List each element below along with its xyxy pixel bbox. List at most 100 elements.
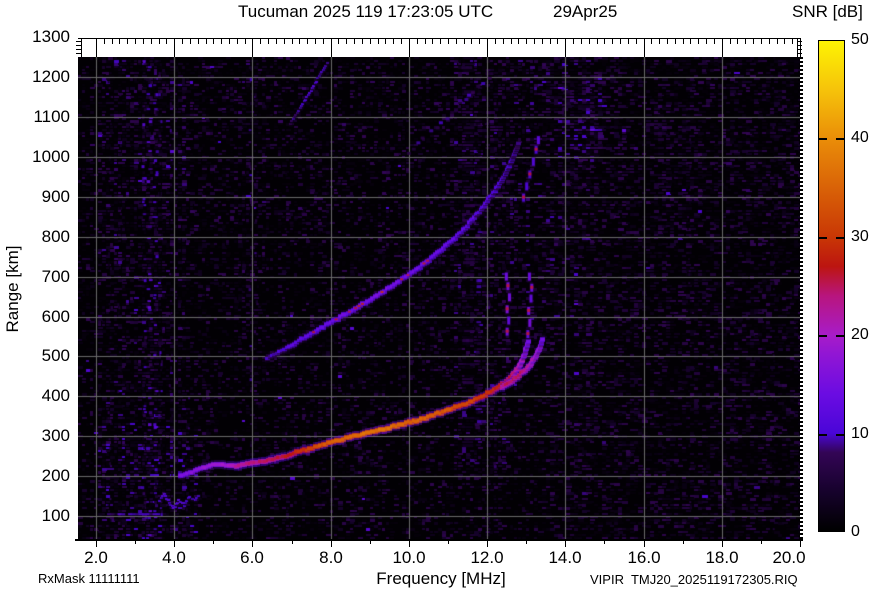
bottom-axis-major-tick bbox=[487, 541, 488, 547]
top-axis-minor-tick bbox=[292, 38, 293, 44]
bottom-axis-major-tick bbox=[644, 541, 645, 547]
top-axis-minor-tick bbox=[730, 38, 731, 44]
colorbar-tick bbox=[836, 138, 844, 140]
plot-title: Tucuman 2025 119 17:23:05 UTC bbox=[238, 2, 494, 21]
top-axis-minor-tick bbox=[417, 38, 418, 44]
x-axis-title: Frequency [MHz] bbox=[376, 569, 506, 588]
top-axis-minor-tick bbox=[354, 38, 355, 44]
bottom-axis-minor-tick bbox=[604, 541, 605, 544]
y-tick-label: 700 bbox=[41, 266, 70, 286]
top-axis-minor-tick bbox=[440, 38, 441, 44]
colorbar-tick bbox=[819, 434, 827, 436]
top-axis-minor-tick bbox=[260, 38, 261, 44]
colorbar-tick-label: 50 bbox=[851, 31, 869, 48]
x-tick-label: 6.0 bbox=[240, 548, 264, 567]
colorbar-tick bbox=[836, 335, 844, 337]
bottom-axis-minor-tick bbox=[761, 541, 762, 544]
top-axis-minor-tick bbox=[190, 38, 191, 44]
x-tick-label: 18.0 bbox=[705, 548, 739, 567]
top-axis-minor-tick bbox=[698, 38, 699, 44]
top-axis-major-tick bbox=[409, 38, 410, 57]
x-tick-label: 10.0 bbox=[392, 548, 426, 567]
top-axis-minor-tick bbox=[213, 38, 214, 44]
y-tick-label: 1000 bbox=[32, 146, 70, 166]
y-tick-label: 1200 bbox=[32, 67, 70, 87]
colorbar-title: SNR [dB] bbox=[792, 2, 863, 21]
top-axis-minor-tick bbox=[511, 38, 512, 44]
top-axis-major-tick bbox=[644, 38, 645, 57]
top-axis-minor-tick bbox=[127, 38, 128, 44]
bottom-axis-major-tick bbox=[800, 541, 801, 547]
bottom-axis-minor-tick bbox=[683, 541, 684, 544]
bottom-axis-minor-tick bbox=[448, 541, 449, 544]
top-axis-line bbox=[78, 38, 800, 39]
top-axis-minor-tick bbox=[143, 38, 144, 44]
top-axis-minor-tick bbox=[604, 38, 605, 44]
top-axis-minor-tick bbox=[503, 38, 504, 44]
right-corner-ruler bbox=[797, 38, 798, 57]
top-axis-minor-tick bbox=[432, 38, 433, 44]
top-axis-minor-tick bbox=[792, 38, 793, 44]
bottom-axis-major-tick bbox=[331, 541, 332, 547]
top-axis-minor-tick bbox=[534, 38, 535, 44]
top-axis-minor-tick bbox=[221, 38, 222, 44]
top-axis-minor-tick bbox=[628, 38, 629, 44]
bottom-axis-major-tick bbox=[722, 541, 723, 547]
top-axis-minor-tick bbox=[135, 38, 136, 44]
top-axis-minor-tick bbox=[651, 38, 652, 44]
top-axis-minor-tick bbox=[323, 38, 324, 44]
colorbar-tick bbox=[819, 237, 827, 239]
top-axis-minor-tick bbox=[456, 38, 457, 44]
top-axis-minor-tick bbox=[769, 38, 770, 44]
left-ruler-tick bbox=[76, 41, 81, 42]
x-tick-label: 2.0 bbox=[84, 548, 108, 567]
top-axis-minor-tick bbox=[378, 38, 379, 44]
top-axis-minor-tick bbox=[706, 38, 707, 44]
colorbar-tick-label: 0 bbox=[851, 523, 860, 540]
top-axis-minor-tick bbox=[206, 38, 207, 44]
top-axis-minor-tick bbox=[597, 38, 598, 44]
bottom-axis-major-tick bbox=[96, 541, 97, 547]
top-axis-minor-tick bbox=[737, 38, 738, 44]
top-axis-major-tick bbox=[331, 38, 332, 57]
top-axis-minor-tick bbox=[667, 38, 668, 44]
top-axis-minor-tick bbox=[151, 38, 152, 44]
right-ruler-tick bbox=[797, 45, 802, 46]
top-axis-minor-tick bbox=[276, 38, 277, 44]
colorbar-tick bbox=[819, 335, 827, 337]
y-tick-label: 500 bbox=[41, 346, 70, 366]
top-axis-minor-tick bbox=[245, 38, 246, 44]
bottom-axis-major-tick bbox=[565, 541, 566, 547]
y-tick-label: 600 bbox=[41, 306, 70, 326]
x-tick-label: 4.0 bbox=[162, 548, 186, 567]
x-tick-label: 20.0 bbox=[772, 548, 806, 567]
x-tick-label: 12.0 bbox=[470, 548, 504, 567]
left-ruler-tick bbox=[76, 45, 81, 46]
plot-date: 29Apr25 bbox=[553, 2, 618, 21]
top-axis-minor-tick bbox=[777, 38, 778, 44]
top-axis-minor-tick bbox=[784, 38, 785, 44]
x-tick-label: 8.0 bbox=[319, 548, 343, 567]
top-axis-minor-tick bbox=[166, 38, 167, 44]
top-axis-minor-tick bbox=[229, 38, 230, 44]
top-axis-minor-tick bbox=[573, 38, 574, 44]
top-axis-minor-tick bbox=[112, 38, 113, 44]
top-axis-minor-tick bbox=[479, 38, 480, 44]
top-axis-minor-tick bbox=[753, 38, 754, 44]
top-axis-minor-tick bbox=[119, 38, 120, 44]
top-axis-minor-tick bbox=[370, 38, 371, 44]
right-ruler-tick bbox=[797, 49, 802, 50]
top-axis-major-tick bbox=[487, 38, 488, 57]
y-tick-label: 900 bbox=[41, 186, 70, 206]
right-ruler-tick bbox=[797, 41, 802, 42]
top-axis-minor-tick bbox=[542, 38, 543, 44]
top-axis-minor-tick bbox=[557, 38, 558, 44]
y-tick-label: 200 bbox=[41, 466, 70, 486]
bottom-axis-minor-tick bbox=[370, 541, 371, 544]
y-tick-label: 1100 bbox=[33, 107, 70, 126]
bottom-axis-major-tick bbox=[252, 541, 253, 547]
colorbar-tick-label: 40 bbox=[851, 129, 869, 147]
top-axis-minor-tick bbox=[425, 38, 426, 44]
colorbar bbox=[818, 40, 845, 532]
top-axis-minor-tick bbox=[612, 38, 613, 44]
